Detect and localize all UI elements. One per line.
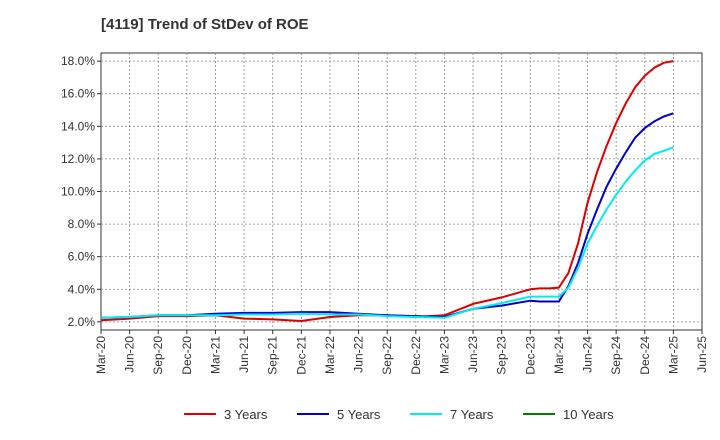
x-tick-label: Mar-20 bbox=[94, 336, 108, 374]
y-tick-label: 12.0% bbox=[61, 152, 95, 166]
x-axis-ticks: Mar-20 Jun-20 Sep-20 Dec-20 Mar-21 Jun-21 Sep-… bbox=[94, 330, 709, 375]
y-tick-label: 10.0% bbox=[61, 185, 95, 199]
y-tick-label: 8.0% bbox=[68, 217, 96, 231]
x-tick-label: Dec-22 bbox=[409, 336, 423, 375]
x-tick-label: Dec-20 bbox=[180, 336, 194, 375]
y-axis-ticks: 2.0% 4.0% 6.0% 8.0% 10.0% 12.0% 14.0% 16.0% 18.0… bbox=[61, 54, 101, 329]
x-tick-label: Dec-21 bbox=[294, 336, 308, 375]
x-tick-label: Dec-23 bbox=[523, 336, 537, 375]
x-tick-label: Sep-21 bbox=[266, 336, 280, 375]
y-tick-label: 18.0% bbox=[61, 54, 95, 68]
x-tick-label: Sep-24 bbox=[609, 336, 623, 375]
x-tick-label: Mar-24 bbox=[552, 336, 566, 374]
y-tick-label: 14.0% bbox=[61, 119, 95, 133]
x-tick-label: Mar-25 bbox=[666, 336, 680, 374]
x-tick-label: Dec-24 bbox=[638, 336, 652, 375]
x-tick-label: Jun-22 bbox=[352, 336, 366, 373]
x-tick-label: Sep-22 bbox=[380, 336, 394, 375]
legend: 3 Years 5 Years 7 Years 10 Years bbox=[184, 407, 614, 422]
y-tick-label: 4.0% bbox=[68, 282, 96, 296]
y-tick-label: 16.0% bbox=[61, 87, 95, 101]
y-tick-label: 6.0% bbox=[68, 250, 96, 264]
series-line-7-years bbox=[100, 146, 674, 319]
x-tick-label: Jun-23 bbox=[466, 336, 480, 373]
x-tick-label: Jun-21 bbox=[237, 336, 251, 373]
legend-label: 5 Years bbox=[337, 407, 381, 422]
x-tick-label: Jun-25 bbox=[695, 336, 709, 373]
y-tick-label: 2.0% bbox=[68, 315, 96, 329]
x-tick-label: Sep-20 bbox=[151, 336, 165, 375]
x-tick-label: Mar-21 bbox=[208, 336, 222, 374]
legend-label: 10 Years bbox=[563, 407, 614, 422]
chart-title: [4119] Trend of StDev of ROE bbox=[101, 16, 309, 33]
x-tick-label: Sep-23 bbox=[495, 336, 509, 375]
series-line-3-years bbox=[100, 60, 674, 322]
x-tick-label: Mar-23 bbox=[437, 336, 451, 374]
x-tick-label: Jun-20 bbox=[123, 336, 137, 373]
series-lines bbox=[100, 60, 674, 322]
x-tick-label: Mar-22 bbox=[323, 336, 337, 374]
legend-label: 3 Years bbox=[224, 407, 268, 422]
x-tick-label: Jun-24 bbox=[581, 336, 595, 373]
series-line-5-years bbox=[100, 112, 674, 319]
legend-label: 7 Years bbox=[450, 407, 494, 422]
